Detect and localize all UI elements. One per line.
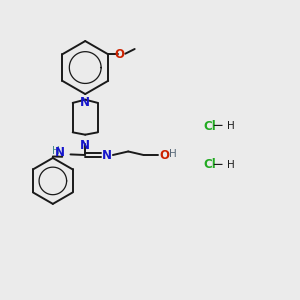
Text: H: H [169,149,177,159]
Text: O: O [159,148,169,161]
Text: Cl: Cl [203,158,216,171]
Text: ─: ─ [214,158,222,172]
Text: N: N [80,95,90,109]
Text: H: H [52,146,60,156]
Text: ─: ─ [214,119,222,134]
Text: H: H [227,122,235,131]
Text: N: N [55,146,65,159]
Text: N: N [80,139,90,152]
Text: Cl: Cl [203,120,216,133]
Text: N: N [101,148,111,161]
Text: O: O [114,48,124,61]
Text: H: H [227,160,235,170]
